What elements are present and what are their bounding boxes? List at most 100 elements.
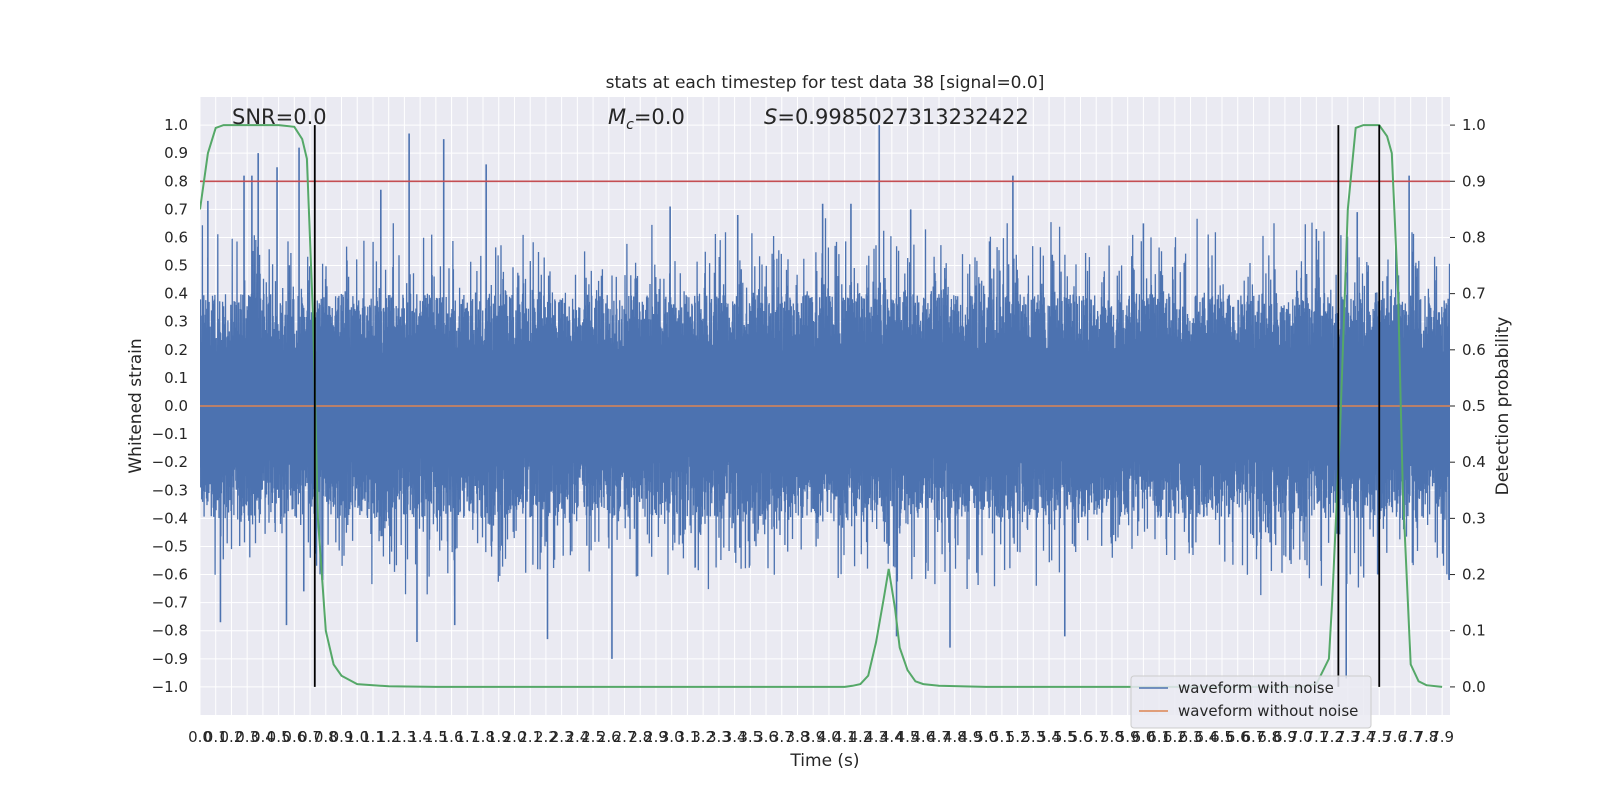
- x-tick-label: 7.9: [1430, 728, 1454, 746]
- x-tick-label: 0.4: [251, 728, 275, 746]
- x-tick-label: 1.8: [471, 728, 495, 746]
- x-tick-label: 1.2: [377, 728, 401, 746]
- y-tick-label: −1.0: [152, 678, 188, 696]
- x-tick-label: 6.5: [1210, 728, 1234, 746]
- series-detection-probability: [200, 124, 1443, 688]
- x-tick-label: 3.4: [723, 728, 747, 746]
- x-tick-label: 1.3: [392, 728, 416, 746]
- legend-label-clean: waveform without noise: [1178, 702, 1358, 720]
- x-tick-label: 6.0: [1131, 728, 1155, 746]
- score-annotation: S=0.9985027313232422: [764, 105, 1029, 129]
- x-tick-label: 4.2: [848, 728, 872, 746]
- x-tick-label: 7.8: [1414, 728, 1438, 746]
- vertical-markers: [313, 125, 1381, 687]
- x-tick-label: 2.4: [565, 728, 589, 746]
- x-tick-label: 5.6: [1069, 728, 1093, 746]
- x-tick-label: 6.1: [1147, 728, 1171, 746]
- x-tick-label: 4.1: [833, 728, 857, 746]
- x-tick-label: 2.9: [644, 728, 668, 746]
- x-tick-label: 3.7: [770, 728, 794, 746]
- x-tick-label: 2.7: [613, 728, 637, 746]
- y2-tick-label: 0.5: [1462, 397, 1486, 415]
- y-tick-label: 0.1: [164, 369, 188, 387]
- y-tick-label: 0.2: [164, 341, 188, 359]
- x-tick-label: 6.4: [1194, 728, 1218, 746]
- x-tick-label: 5.8: [1100, 728, 1124, 746]
- x-tick-label: 0.1: [204, 728, 228, 746]
- chart-title: stats at each timestep for test data 38 …: [606, 73, 1045, 93]
- y-tick-label: 0.5: [164, 257, 188, 275]
- x-tick-label: 7.4: [1352, 728, 1376, 746]
- x-tick-label: 6.8: [1257, 728, 1281, 746]
- x-tick-label: 7.7: [1399, 728, 1423, 746]
- y2-axis-ticks: 1.0 0.9 0.8 0.7 0.6 0.5 0.4 0.3 0.2 0.1 0.0: [1450, 116, 1486, 696]
- y-tick-label: 0.7: [164, 200, 188, 218]
- x-tick-label: 4.7: [927, 728, 951, 746]
- x-tick-label: 5.3: [1021, 728, 1045, 746]
- legend-box: [1130, 675, 1372, 729]
- x-tick-label: 2.8: [628, 728, 652, 746]
- x-tick-label: 1.4: [408, 728, 432, 746]
- plot-area: [200, 124, 1450, 688]
- x-tick-label: 2.6: [597, 728, 621, 746]
- x-tick-label: 1.7: [455, 728, 479, 746]
- y-tick-label: 0.0: [164, 397, 188, 415]
- x-tick-label: 7.1: [1304, 728, 1328, 746]
- y-tick-label: −0.4: [152, 509, 188, 527]
- x-tick-label: 0.8: [314, 728, 338, 746]
- x-tick-label: 0.9: [330, 728, 354, 746]
- x-tick-label: 6.2: [1163, 728, 1187, 746]
- x-tick-label: 0.3: [235, 728, 259, 746]
- x-tick-label: 4.0: [817, 728, 841, 746]
- y2-axis-label: Detection probability: [1493, 317, 1513, 496]
- x-tick-label: 6.7: [1242, 728, 1266, 746]
- x-tick-label: 7.0: [1289, 728, 1313, 746]
- y-tick-label: −0.1: [152, 425, 188, 443]
- x-tick-label: 2.1: [518, 728, 542, 746]
- x-tick-label: 1.6: [440, 728, 464, 746]
- x-tick-label: 6.6: [1226, 728, 1250, 746]
- y2-tick-label: 1.0: [1462, 116, 1486, 134]
- series-waveform-with-noise: [200, 218, 1450, 596]
- x-tick-label: 3.3: [707, 728, 731, 746]
- x-tick-label: 6.3: [1179, 728, 1203, 746]
- x-tick-label: 2.5: [581, 728, 605, 746]
- y2-tick-label: 0.0: [1462, 678, 1486, 696]
- y-tick-label: 0.9: [164, 144, 188, 162]
- x-tick-label: 7.3: [1336, 728, 1360, 746]
- y-tick-label: −0.3: [152, 481, 188, 499]
- y-tick-label: −0.8: [152, 622, 188, 640]
- y2-tick-label: 0.2: [1462, 566, 1486, 584]
- x-tick-label: 1.5: [424, 728, 448, 746]
- x-tick-label: 0.2: [220, 728, 244, 746]
- x-axis-ticks: 0.00.10.20.30.40.50.60.70.80.91.01.11.21…: [188, 728, 1454, 746]
- x-tick-label: 3.6: [754, 728, 778, 746]
- x-tick-label: 3.2: [691, 728, 715, 746]
- x-tick-label: 5.0: [974, 728, 998, 746]
- x-tick-label: 7.6: [1383, 728, 1407, 746]
- x-tick-label: 2.3: [550, 728, 574, 746]
- x-tick-label: 5.5: [1053, 728, 1077, 746]
- y2-tick-label: 0.8: [1462, 228, 1486, 246]
- x-tick-label: 3.1: [675, 728, 699, 746]
- x-tick-label: 3.9: [801, 728, 825, 746]
- y-axis-ticks: 1.0 0.9 0.8 0.7 0.6 0.5 0.4 0.3 0.2 0.1 0.0 −0.1 −0.…: [152, 116, 188, 696]
- x-tick-label: 5.7: [1084, 728, 1108, 746]
- x-tick-label: 4.9: [959, 728, 983, 746]
- y-tick-label: −0.5: [152, 537, 188, 555]
- x-tick-label: 0.0: [188, 728, 212, 746]
- x-tick-label: 3.8: [786, 728, 810, 746]
- y2-tick-label: 0.6: [1462, 341, 1486, 359]
- legend: waveform with noise waveform without noi…: [1130, 675, 1372, 729]
- y-tick-label: 0.4: [164, 285, 188, 303]
- x-tick-label: 6.9: [1273, 728, 1297, 746]
- x-tick-label: 4.8: [943, 728, 967, 746]
- x-tick-label: 1.1: [361, 728, 385, 746]
- x-tick-label: 3.0: [660, 728, 684, 746]
- snr-annotation: SNR=0.0: [232, 105, 327, 129]
- x-axis-label: Time (s): [789, 751, 859, 771]
- y2-tick-label: 0.9: [1462, 172, 1486, 190]
- x-tick-label: 4.5: [896, 728, 920, 746]
- x-tick-label: 4.6: [911, 728, 935, 746]
- y-axis-label: Whitened strain: [126, 338, 146, 473]
